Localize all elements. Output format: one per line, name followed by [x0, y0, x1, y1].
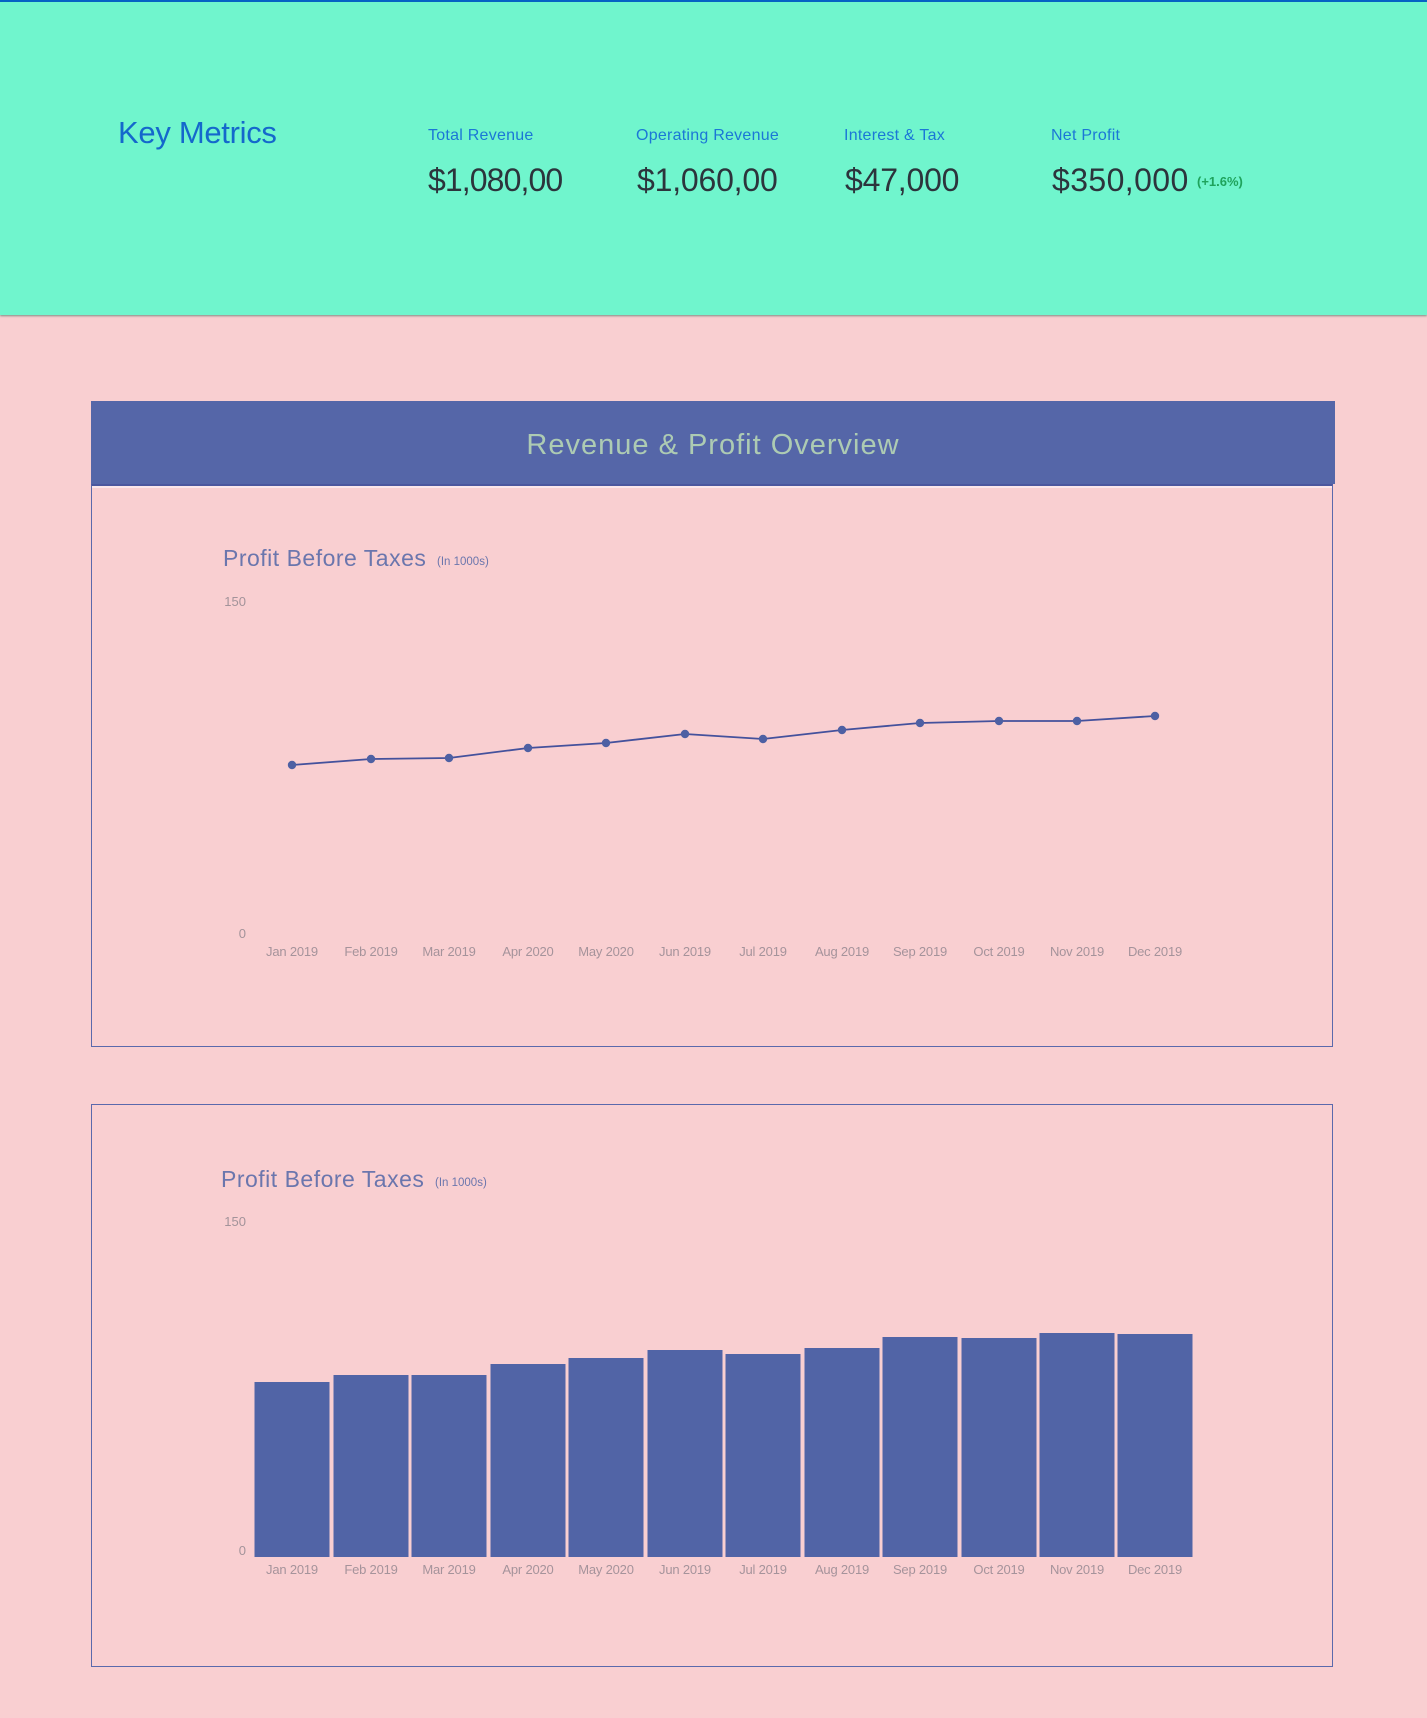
svg-text:Apr 2020: Apr 2020	[502, 1562, 553, 1577]
svg-text:Aug 2019: Aug 2019	[815, 944, 869, 959]
svg-text:Profit Before Taxes: Profit Before Taxes	[221, 1166, 424, 1192]
svg-text:May 2020: May 2020	[578, 1562, 634, 1577]
svg-text:Sep 2019: Sep 2019	[893, 1562, 947, 1577]
svg-text:Oct 2019: Oct 2019	[973, 1562, 1024, 1577]
svg-text:Oct 2019: Oct 2019	[973, 944, 1024, 959]
svg-text:Mar 2019: Mar 2019	[422, 944, 475, 959]
svg-text:Nov 2019: Nov 2019	[1050, 1562, 1104, 1577]
svg-text:Profit Before Taxes: Profit Before Taxes	[223, 545, 426, 571]
svg-text:Aug 2019: Aug 2019	[815, 1562, 869, 1577]
svg-text:0: 0	[239, 926, 246, 941]
svg-text:Jan 2019: Jan 2019	[266, 944, 318, 959]
svg-text:Sep 2019: Sep 2019	[893, 944, 947, 959]
svg-text:Mar 2019: Mar 2019	[422, 1562, 475, 1577]
svg-text:(In 1000s): (In 1000s)	[437, 556, 489, 568]
svg-text:Jun 2019: Jun 2019	[659, 944, 711, 959]
svg-text:Jun 2019: Jun 2019	[659, 1562, 711, 1577]
svg-text:(In 1000s): (In 1000s)	[435, 1177, 487, 1189]
svg-text:Nov 2019: Nov 2019	[1050, 944, 1104, 959]
svg-text:Feb 2019: Feb 2019	[344, 1562, 397, 1577]
svg-text:May 2020: May 2020	[578, 944, 634, 959]
svg-text:Jan 2019: Jan 2019	[266, 1562, 318, 1577]
svg-text:Dec 2019: Dec 2019	[1128, 1562, 1182, 1577]
svg-text:Jul 2019: Jul 2019	[739, 1562, 787, 1577]
svg-text:Apr 2020: Apr 2020	[502, 944, 553, 959]
svg-text:150: 150	[224, 594, 246, 609]
svg-text:0: 0	[239, 1543, 246, 1558]
svg-text:Jul 2019: Jul 2019	[739, 944, 787, 959]
svg-text:Feb 2019: Feb 2019	[344, 944, 397, 959]
svg-text:150: 150	[224, 1214, 246, 1229]
svg-text:Dec 2019: Dec 2019	[1128, 944, 1182, 959]
